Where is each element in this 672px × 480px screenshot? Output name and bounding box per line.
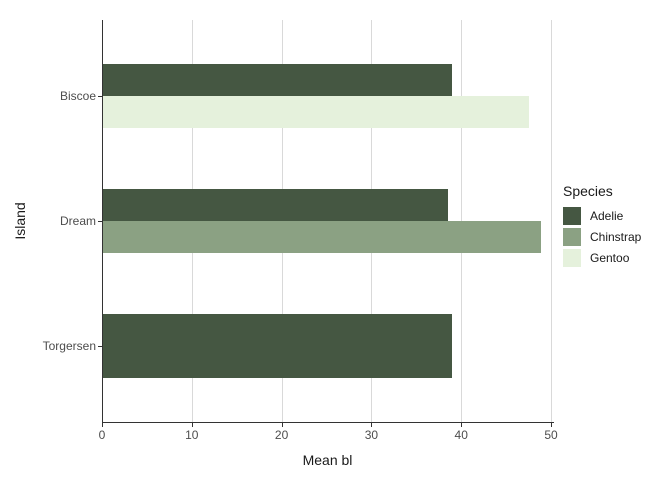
legend-swatch-chinstrap: [563, 228, 581, 246]
legend-item-adelie: Adelie: [563, 207, 641, 225]
x-tick-label: 0: [98, 428, 106, 442]
legend-items: Adelie Chinstrap Gentoo: [563, 207, 641, 267]
x-axis-title: Mean bl: [302, 452, 353, 468]
y-axis-line: [102, 20, 103, 423]
y-tick-mark: [98, 346, 102, 348]
legend-item-chinstrap: Chinstrap: [563, 228, 641, 246]
legend-item-gentoo: Gentoo: [563, 249, 641, 267]
y-tick-label: Biscoe: [59, 88, 96, 103]
y-tick-mark: [98, 95, 102, 97]
x-tick-mark: [281, 423, 283, 427]
x-tick-label: 30: [364, 428, 379, 442]
legend-swatch-gentoo: [563, 249, 581, 267]
legend-swatch-adelie: [563, 207, 581, 225]
y-tick-mark: [98, 221, 102, 222]
x-tick-mark: [191, 423, 193, 427]
x-tick-mark: [102, 423, 103, 427]
bar-gentoo-biscoe: [102, 95, 529, 128]
legend-label-adelie: Adelie: [590, 209, 624, 223]
gridline-x-50: [551, 20, 553, 422]
legend: Species Adelie Chinstrap Gentoo: [563, 183, 641, 270]
x-tick-label: 10: [185, 428, 199, 442]
x-tick-mark: [371, 423, 373, 427]
legend-title: Species: [563, 183, 613, 199]
plot-panel: [102, 20, 553, 422]
bar-adelie-dream: [102, 189, 448, 221]
bar-adelie-torgersen: [102, 314, 452, 379]
x-tick-label: 20: [274, 428, 289, 442]
legend-label-chinstrap: Chinstrap: [590, 230, 642, 244]
x-tick-mark: [551, 423, 553, 427]
bar-adelie-biscoe: [102, 63, 453, 96]
y-axis-title: Island: [12, 202, 28, 240]
x-tick-mark: [461, 423, 463, 427]
x-axis-line: [102, 422, 554, 423]
y-tick-label: Torgersen: [42, 339, 96, 354]
x-tick-label: 40: [454, 428, 468, 442]
y-tick-label: Dream: [59, 214, 96, 228]
bar-chinstrap-dream: [102, 221, 541, 253]
x-tick-label: 50: [544, 428, 558, 442]
legend-label-gentoo: Gentoo: [590, 251, 630, 265]
